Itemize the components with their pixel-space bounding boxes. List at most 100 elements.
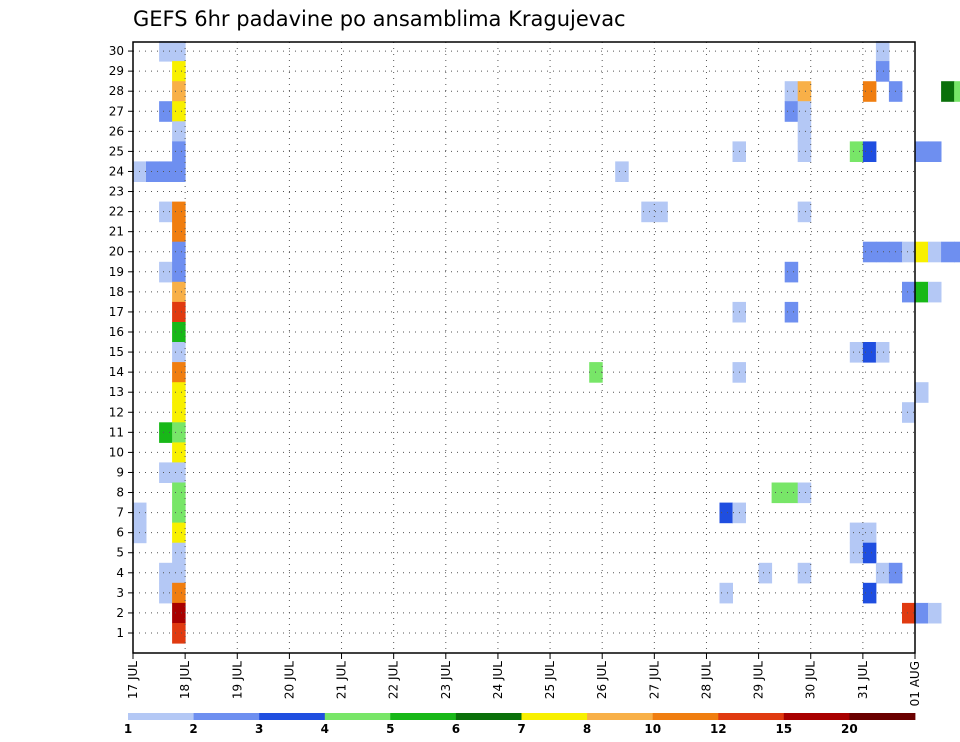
heatmap-cell bbox=[784, 261, 799, 283]
heatmap-cell bbox=[797, 101, 812, 122]
x-tick-label: 28 JUL bbox=[699, 661, 713, 699]
heatmap-cell bbox=[172, 442, 186, 463]
heatmap-cell bbox=[875, 61, 890, 82]
colorbar: 1 2 3 4 5 6 7 8 10 12 15 20 bbox=[124, 713, 916, 736]
y-tick-label: 12 bbox=[109, 405, 124, 419]
y-tick-label: 23 bbox=[109, 185, 124, 199]
colorbar-label: 5 bbox=[386, 722, 394, 736]
heatmap-cell bbox=[915, 141, 929, 162]
heatmap-cell bbox=[902, 402, 916, 423]
y-tick-label: 24 bbox=[109, 164, 124, 178]
y-tick-label: 8 bbox=[116, 486, 124, 500]
heatmap-cell bbox=[172, 522, 186, 544]
y-tick-label: 21 bbox=[109, 225, 124, 239]
heatmap-cell bbox=[862, 141, 877, 162]
heatmap-cell bbox=[159, 462, 173, 483]
y-tick-label: 22 bbox=[109, 205, 124, 219]
x-tick-label: 31 JUL bbox=[856, 661, 870, 699]
heatmap-cell bbox=[928, 281, 942, 303]
y-tick-label: 16 bbox=[109, 325, 124, 339]
heatmap-cell bbox=[862, 342, 877, 363]
x-tick-label: 29 JUL bbox=[752, 661, 766, 699]
y-tick-label: 18 bbox=[109, 285, 124, 299]
heatmap-cell bbox=[172, 322, 186, 343]
heatmap-cell bbox=[172, 542, 186, 564]
heatmap-cell bbox=[797, 201, 812, 223]
heatmap-cell bbox=[172, 623, 186, 644]
heatmap-cell bbox=[172, 382, 186, 403]
y-tick-label: 10 bbox=[109, 445, 124, 459]
y-tick-label: 6 bbox=[116, 526, 124, 540]
heatmap-cell bbox=[928, 241, 942, 263]
colorbar-segment bbox=[128, 713, 194, 720]
heatmap-cell bbox=[862, 582, 877, 604]
heatmap-cell bbox=[159, 422, 173, 443]
heatmap-cell bbox=[719, 502, 733, 524]
heatmap-cell bbox=[928, 141, 942, 162]
x-tick-label: 27 JUL bbox=[647, 661, 661, 699]
heatmap-cell bbox=[875, 342, 890, 363]
y-tick-label: 3 bbox=[116, 586, 124, 600]
colorbar-segment bbox=[652, 713, 719, 720]
heatmap-cell bbox=[797, 81, 812, 102]
heatmap-cell bbox=[159, 261, 173, 283]
heatmap-cell bbox=[862, 241, 877, 263]
y-tick-label: 19 bbox=[109, 265, 124, 279]
y-tick-label: 26 bbox=[109, 124, 124, 138]
y-tick-label: 5 bbox=[116, 546, 124, 560]
heatmap-cell bbox=[172, 141, 186, 162]
colorbar-label: 3 bbox=[255, 722, 263, 736]
x-tick-label: 30 JUL bbox=[804, 661, 818, 699]
heatmap-cell bbox=[172, 241, 186, 263]
heatmap-cell bbox=[172, 121, 186, 142]
heatmap-cell bbox=[758, 562, 773, 584]
colorbar-label: 8 bbox=[583, 722, 591, 736]
heatmap-cell bbox=[941, 81, 955, 102]
heatmap-cell bbox=[172, 402, 186, 423]
colorbar-segment bbox=[390, 713, 457, 720]
x-tick-label: 24 JUL bbox=[491, 661, 505, 699]
x-tick-label: 22 JUL bbox=[387, 661, 401, 699]
x-tick-label: 21 JUL bbox=[335, 661, 349, 699]
x-tick-label: 20 JUL bbox=[282, 661, 296, 699]
heatmap-cell bbox=[172, 161, 186, 182]
heatmap-cell bbox=[954, 81, 960, 102]
heatmap-cell bbox=[159, 101, 173, 122]
y-tick-label: 29 bbox=[109, 64, 124, 78]
colorbar-segment bbox=[718, 713, 785, 720]
heatmap-cell bbox=[172, 582, 186, 604]
colorbar-segment bbox=[521, 713, 588, 720]
heatmap-cells bbox=[133, 41, 960, 644]
heatmap-cell bbox=[159, 582, 173, 604]
heatmap-cell bbox=[875, 41, 890, 62]
y-tick-label: 7 bbox=[116, 506, 124, 520]
y-tick-label: 13 bbox=[109, 385, 124, 399]
heatmap-cell bbox=[771, 482, 786, 504]
x-tick-label: 26 JUL bbox=[595, 661, 609, 699]
heatmap-cell bbox=[146, 161, 160, 182]
heatmap-cell bbox=[172, 261, 186, 283]
heatmap-cell bbox=[862, 542, 877, 564]
y-tick-label: 28 bbox=[109, 84, 124, 98]
heatmap-cell bbox=[902, 241, 916, 263]
heatmap-cell bbox=[849, 522, 864, 544]
heatmap-cell bbox=[784, 81, 799, 102]
heatmap-cell bbox=[172, 562, 186, 584]
colorbar-label: 7 bbox=[517, 722, 525, 736]
heatmap-cell bbox=[849, 542, 864, 564]
heatmap-cell bbox=[941, 241, 955, 263]
heatmap-cell bbox=[172, 482, 186, 504]
y-tick-label: 15 bbox=[109, 345, 124, 359]
heatmap-cell bbox=[172, 81, 186, 102]
chart-title: GEFS 6hr padavine po ansamblima Kragujev… bbox=[133, 7, 626, 31]
heatmap-cell bbox=[797, 121, 812, 142]
heatmap-cell bbox=[915, 382, 929, 403]
colorbar-label: 20 bbox=[841, 722, 858, 736]
y-tick-label: 14 bbox=[109, 365, 124, 379]
heatmap-cell bbox=[615, 161, 629, 182]
colorbar-label: 10 bbox=[644, 722, 661, 736]
heatmap-cell bbox=[902, 281, 916, 303]
y-tick-label: 27 bbox=[109, 104, 124, 118]
heatmap-cell bbox=[954, 241, 960, 263]
x-tick-label: 17 JUL bbox=[126, 661, 140, 699]
